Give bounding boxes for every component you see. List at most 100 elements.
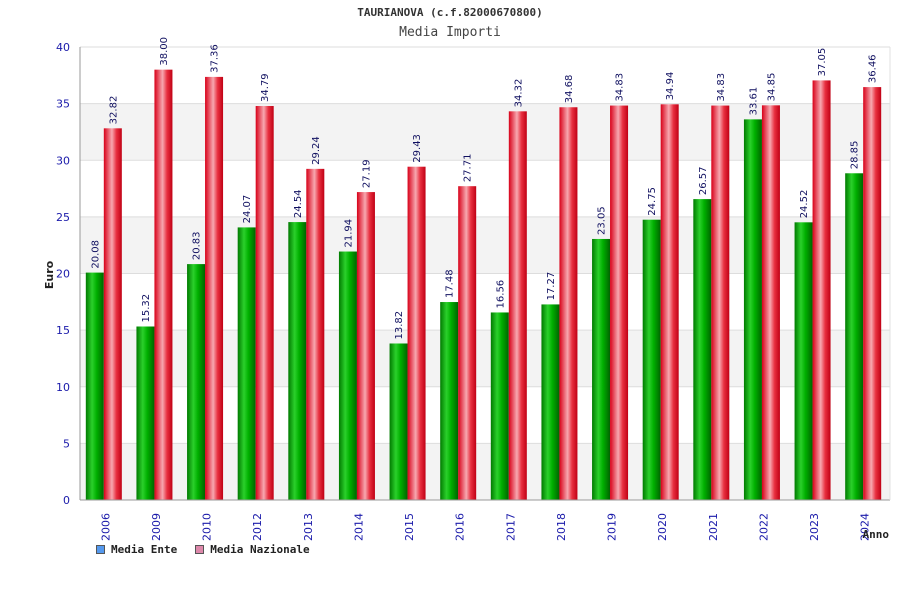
bar-value-label: 34.68 bbox=[564, 75, 575, 104]
y-tick-label: 35 bbox=[56, 98, 70, 111]
legend-swatch-media-ente bbox=[96, 545, 105, 554]
bar-value-label: 37.05 bbox=[817, 48, 828, 77]
y-tick-label: 0 bbox=[63, 494, 70, 507]
bar-value-label: 17.48 bbox=[445, 269, 456, 298]
bar-media-ente bbox=[794, 222, 813, 500]
bar-media-nazionale bbox=[103, 128, 122, 500]
bar-value-label: 17.27 bbox=[546, 272, 557, 301]
bar-value-label: 20.08 bbox=[90, 240, 101, 269]
bar-value-label: 24.54 bbox=[293, 189, 304, 218]
bar-media-ente bbox=[288, 222, 307, 500]
bar-value-label: 29.43 bbox=[412, 134, 423, 163]
bar-media-ente bbox=[642, 219, 661, 501]
x-tick-label: 2022 bbox=[757, 513, 770, 541]
bar-value-label: 23.05 bbox=[597, 206, 608, 235]
bar-value-label: 27.19 bbox=[361, 159, 372, 188]
legend-label-media-nazionale: Media Nazionale bbox=[210, 543, 310, 556]
bar-media-nazionale bbox=[458, 186, 477, 500]
x-tick-label: 2021 bbox=[707, 513, 720, 541]
bar-media-nazionale bbox=[154, 69, 173, 501]
x-tick-label: 2017 bbox=[504, 513, 517, 541]
bar-media-nazionale bbox=[812, 80, 831, 500]
bar-value-label: 33.61 bbox=[748, 87, 759, 116]
bar-media-ente bbox=[743, 119, 762, 500]
x-tick-label: 2013 bbox=[302, 513, 315, 541]
bar-media-ente bbox=[490, 312, 509, 500]
bar-media-nazionale bbox=[711, 105, 730, 501]
bar-media-ente bbox=[845, 173, 864, 500]
bar-media-nazionale bbox=[610, 105, 629, 501]
bar-media-nazionale bbox=[508, 111, 527, 501]
x-tick-label: 2010 bbox=[201, 513, 214, 541]
x-tick-label: 2020 bbox=[656, 513, 669, 541]
bar-media-ente bbox=[541, 304, 560, 500]
bar-value-label: 34.83 bbox=[716, 73, 727, 102]
x-tick-label: 2015 bbox=[403, 513, 416, 541]
bar-media-ente bbox=[237, 227, 256, 500]
x-tick-label: 2006 bbox=[99, 513, 112, 541]
bar-media-nazionale bbox=[306, 168, 325, 500]
bar-media-ente bbox=[440, 302, 459, 500]
bar-media-ente bbox=[389, 343, 408, 500]
bar-media-nazionale bbox=[255, 106, 274, 501]
y-tick-label: 40 bbox=[56, 41, 70, 54]
bar-value-label: 34.94 bbox=[665, 72, 676, 101]
x-axis-label: Anno bbox=[863, 528, 890, 541]
bar-value-label: 21.94 bbox=[343, 219, 354, 248]
x-tick-label: 2014 bbox=[352, 513, 365, 541]
bar-media-ente bbox=[85, 272, 104, 500]
y-tick-label: 20 bbox=[56, 268, 70, 281]
x-tick-label: 2012 bbox=[251, 513, 264, 541]
bar-value-label: 34.83 bbox=[615, 73, 626, 102]
bar-value-label: 26.57 bbox=[698, 166, 709, 195]
bar-value-label: 28.85 bbox=[850, 141, 861, 170]
x-tick-label: 2023 bbox=[808, 513, 821, 541]
y-axis-label: Euro bbox=[43, 260, 56, 289]
bar-media-ente bbox=[592, 238, 611, 501]
y-tick-label: 30 bbox=[56, 154, 70, 167]
bar-media-nazionale bbox=[761, 105, 780, 500]
legend-swatch-media-nazionale bbox=[195, 545, 205, 554]
bar-value-label: 37.36 bbox=[210, 44, 221, 73]
bar-value-label: 13.82 bbox=[394, 311, 405, 340]
bar-media-nazionale bbox=[407, 166, 426, 500]
bar-value-label: 34.32 bbox=[513, 79, 524, 108]
bar-media-nazionale bbox=[863, 87, 882, 500]
y-tick-label: 25 bbox=[56, 211, 70, 224]
bar-value-label: 34.79 bbox=[260, 73, 271, 102]
bar-media-ente bbox=[136, 326, 155, 500]
bar-media-nazionale bbox=[356, 192, 375, 501]
x-tick-label: 2018 bbox=[555, 513, 568, 541]
bar-value-label: 15.32 bbox=[141, 294, 152, 323]
x-tick-label: 2019 bbox=[606, 513, 619, 541]
bar-value-label: 32.82 bbox=[108, 96, 119, 125]
bar-value-label: 24.75 bbox=[647, 187, 658, 216]
bar-media-nazionale bbox=[559, 107, 578, 501]
bar-media-ente bbox=[338, 251, 357, 500]
bar-value-label: 29.24 bbox=[311, 136, 322, 165]
chart-title: TAURIANOVA (c.f.82000670800) bbox=[357, 6, 543, 19]
legend-item-media-nazionale: Media Nazionale bbox=[195, 543, 310, 556]
y-tick-label: 5 bbox=[63, 437, 70, 450]
bar-value-label: 34.85 bbox=[766, 73, 777, 102]
bar-value-label: 24.07 bbox=[242, 195, 253, 224]
bar-media-nazionale bbox=[660, 104, 679, 500]
legend-label-media-ente: Media Ente bbox=[111, 543, 178, 556]
y-tick-label: 10 bbox=[56, 381, 70, 394]
bar-value-label: 38.00 bbox=[159, 37, 170, 66]
bar-value-label: 36.46 bbox=[868, 54, 879, 83]
bar-media-nazionale bbox=[205, 76, 224, 500]
x-tick-label: 2009 bbox=[150, 513, 163, 541]
bar-media-ente bbox=[693, 199, 712, 500]
chart-subtitle: Media Importi bbox=[399, 25, 501, 40]
x-tick-label: 2024 bbox=[859, 513, 872, 541]
y-tick-label: 15 bbox=[56, 324, 70, 337]
bar-value-label: 20.83 bbox=[192, 231, 203, 260]
bar-value-label: 24.52 bbox=[799, 190, 810, 219]
bar-media-ente bbox=[187, 264, 206, 500]
x-tick-label: 2016 bbox=[454, 513, 467, 541]
bar-value-label: 27.71 bbox=[463, 154, 474, 183]
legend: Media Ente Media Nazionale bbox=[96, 543, 310, 556]
